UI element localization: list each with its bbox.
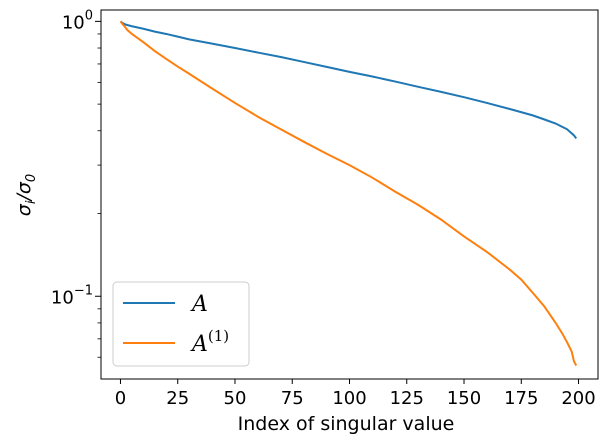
y-axis-ticks: 100 10−1 (51, 8, 101, 358)
legend: A A(1) (112, 281, 250, 367)
x-axis-ticks: 0 25 50 75 100 125 150 175 200 (115, 379, 596, 409)
x-tick-label: 100 (332, 388, 366, 409)
y-tick-label: 100 (62, 8, 93, 33)
legend-label: A (190, 292, 208, 317)
x-tick-label: 50 (224, 388, 247, 409)
x-tick-label: 150 (447, 388, 481, 409)
x-tick-label: 75 (281, 388, 304, 409)
x-tick-label: 175 (504, 388, 538, 409)
series-line-a (119, 20, 578, 140)
x-tick-label: 125 (390, 388, 424, 409)
x-tick-label: 25 (166, 388, 189, 409)
series-line-a1 (119, 20, 578, 366)
x-axis-label: Index of singular value (238, 413, 455, 435)
x-tick-label: 200 (561, 388, 595, 409)
x-tick-label: 0 (115, 388, 126, 409)
legend-box (112, 281, 250, 367)
y-tick-label: 10−1 (51, 283, 93, 308)
y-axis-label: σi/σ0 (13, 174, 39, 216)
legend-label: A(1) (190, 327, 229, 357)
